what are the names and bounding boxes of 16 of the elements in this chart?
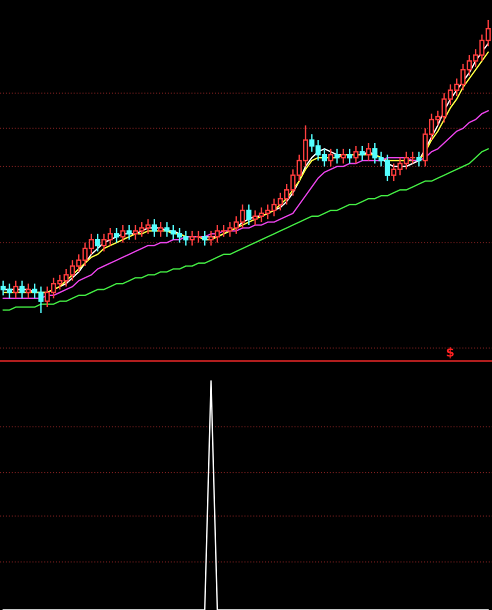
candlestick <box>328 148 334 168</box>
candlestick <box>26 282 31 299</box>
candlestick <box>158 221 164 238</box>
candlestick <box>152 218 157 238</box>
candlestick <box>202 230 208 246</box>
candlestick <box>126 224 132 240</box>
candlestick <box>416 151 422 168</box>
candlestick <box>353 145 359 164</box>
candlestick <box>120 224 126 244</box>
candlestick <box>246 204 252 226</box>
candlestick <box>13 280 18 299</box>
candlestick <box>360 145 365 162</box>
candlestick <box>340 148 346 164</box>
text: $ <box>446 347 454 358</box>
candlestick <box>95 233 100 252</box>
candlestick <box>347 148 352 164</box>
